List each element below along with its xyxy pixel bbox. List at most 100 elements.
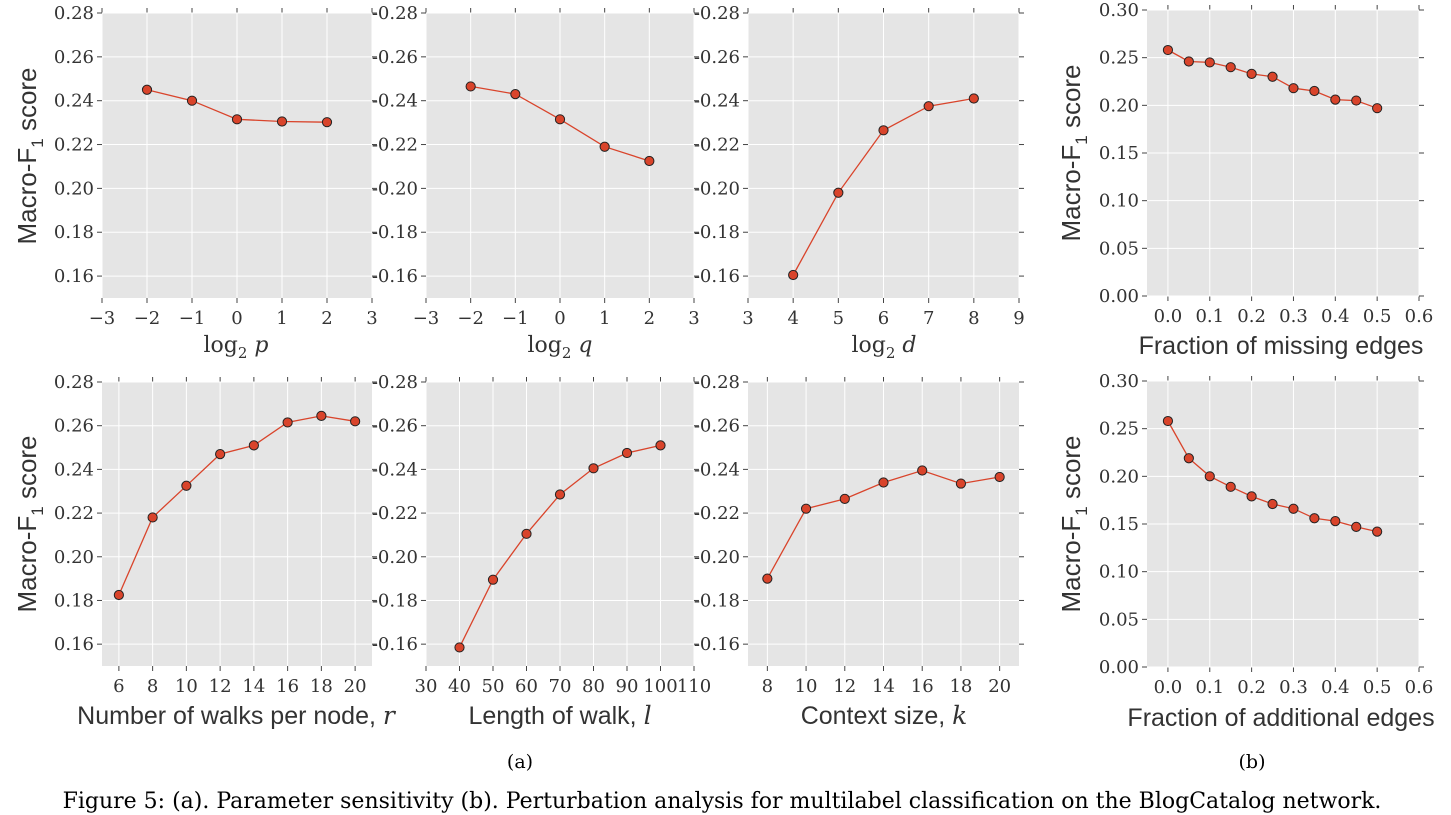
x-tick-label: 7 <box>923 308 934 329</box>
x-tick-label: 30 <box>415 676 438 697</box>
y-tick-label: 0.22 <box>54 503 94 524</box>
chart-context: 8 10 12 14 16 18 20 -0.16 -0.18 -0.20 -0.22 -0.24 -0… <box>694 372 1024 730</box>
data-point <box>1288 503 1299 514</box>
y-tick-label: 0.24 <box>54 459 94 480</box>
data-point <box>955 478 967 489</box>
y-tick-label: -0.24 <box>372 459 418 480</box>
y-tick-label: -0.20 <box>694 547 740 568</box>
x-tick-label: 16 <box>276 676 299 697</box>
x-tick-label: 60 <box>515 676 538 697</box>
y-tick-label: -0.16 <box>372 634 418 655</box>
data-point <box>186 95 198 106</box>
y-tick-label: 0.15 <box>1099 514 1139 535</box>
data-point <box>1351 521 1362 532</box>
y-tick-label: -0.28 <box>372 3 418 24</box>
x-axis-label: Context size, k <box>801 701 968 730</box>
data-point <box>510 89 521 100</box>
y-tick-label: 0.16 <box>54 634 94 655</box>
y-tick-label: -0.16 <box>372 266 418 287</box>
y-tick-label: 0.30 <box>1099 0 1139 21</box>
data-point <box>321 117 333 128</box>
x-tick-label: −2 <box>457 308 484 329</box>
x-axis-label: log2 q <box>528 333 593 362</box>
x-tick-label: 0.3 <box>1279 306 1308 327</box>
y-tick-label: 0.20 <box>54 178 94 199</box>
data-point <box>141 84 153 95</box>
y-tick-label: 0.20 <box>54 547 94 568</box>
x-tick-label: 5 <box>833 308 844 329</box>
x-tick-label: −1 <box>502 308 529 329</box>
data-point <box>1204 471 1215 482</box>
x-tick-label: 80 <box>582 676 605 697</box>
x-tick-label: 0.5 <box>1363 306 1392 327</box>
x-tick-label: 0.6 <box>1405 306 1434 327</box>
y-tick-label: -0.24 <box>694 91 740 112</box>
data-point <box>1246 491 1257 502</box>
data-point <box>487 574 499 585</box>
x-tick-label: 0.5 <box>1363 677 1392 698</box>
x-axis-label: log2 d <box>852 333 917 362</box>
data-point <box>994 471 1005 483</box>
chart-log2p: −3 −2 −1 0 1 2 3 0.16 0.18 0.20 0.22 0.24 0.26 0.28 lo… <box>12 3 378 362</box>
data-point <box>276 116 288 127</box>
data-point <box>454 642 465 653</box>
x-tick-label: 3 <box>688 308 699 329</box>
data-point <box>147 512 158 523</box>
data-point <box>316 410 327 421</box>
y-tick-label: 0.18 <box>54 222 94 243</box>
x-tick-label: 0 <box>231 308 242 329</box>
x-axis-label: Length of walk, l <box>468 701 651 730</box>
x-tick-label: 18 <box>310 676 333 697</box>
y-tick-label: 0.10 <box>1099 562 1139 583</box>
data-point <box>839 493 850 504</box>
y-axis-label: Macro-F1 score <box>1056 435 1091 612</box>
y-tick-label: -0.18 <box>694 590 740 611</box>
data-point <box>248 440 259 451</box>
x-tick-label: 0.2 <box>1237 306 1266 327</box>
x-tick-label: 0.0 <box>1154 306 1183 327</box>
data-point <box>1225 481 1236 492</box>
x-tick-label: 70 <box>549 676 572 697</box>
x-tick-label: 10 <box>175 676 198 697</box>
y-tick-label: -0.22 <box>372 135 418 156</box>
chart-missing: 0.0 0.1 0.2 0.3 0.4 0.5 0.6 0.00 0.05 0.10 0.15 0.2… <box>1056 0 1433 360</box>
y-axis-label: Macro-F1 score <box>12 435 47 612</box>
data-point <box>621 447 633 459</box>
x-tick-label: 40 <box>448 676 471 697</box>
data-point <box>181 480 192 491</box>
x-tick-label: 110 <box>677 676 711 697</box>
x-tick-label: 8 <box>762 676 773 697</box>
x-axis-label: log2 p <box>204 333 269 362</box>
y-tick-label: 0.16 <box>54 266 94 287</box>
x-tick-label: 14 <box>872 676 895 697</box>
data-point <box>1309 513 1320 524</box>
x-tick-label: 12 <box>833 676 856 697</box>
x-tick-label: 1 <box>276 308 287 329</box>
x-tick-label: 50 <box>482 676 505 697</box>
y-tick-label: 0.05 <box>1099 609 1139 630</box>
data-point <box>762 573 773 584</box>
y-tick-label: -0.18 <box>694 222 740 243</box>
y-tick-label: 0.00 <box>1099 286 1139 307</box>
data-point <box>1183 453 1194 464</box>
data-point <box>833 187 844 198</box>
sub-label-b: (b) <box>1239 751 1266 773</box>
x-tick-label: −2 <box>134 308 161 329</box>
data-point <box>1330 94 1341 105</box>
y-tick-label: 0.20 <box>1099 95 1139 116</box>
y-tick-label: 0.28 <box>54 3 94 24</box>
y-tick-label: -0.20 <box>372 178 418 199</box>
data-point <box>1372 526 1383 537</box>
x-tick-label: 0.6 <box>1405 677 1434 698</box>
data-point <box>282 417 293 428</box>
data-point <box>215 448 226 460</box>
x-tick-label: 1 <box>599 308 610 329</box>
x-tick-label: 0.2 <box>1237 677 1266 698</box>
y-tick-label: -0.20 <box>694 178 740 199</box>
data-point <box>1267 71 1278 82</box>
data-point <box>655 440 666 451</box>
y-tick-label: -0.26 <box>694 47 740 68</box>
plot-area <box>102 382 372 666</box>
x-tick-label: 0.0 <box>1154 677 1183 698</box>
x-tick-label: 14 <box>242 676 265 697</box>
